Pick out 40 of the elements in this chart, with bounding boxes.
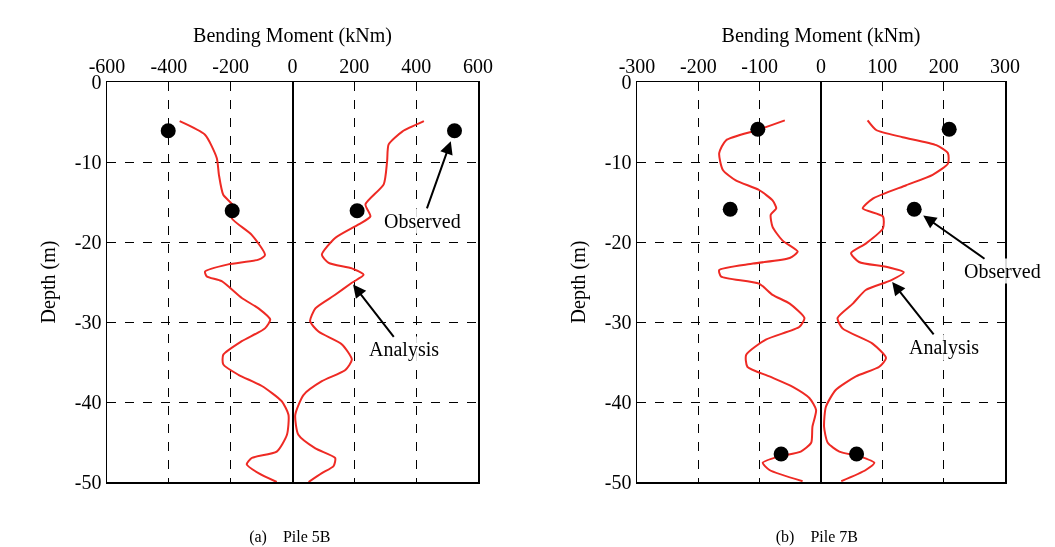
x-tick-label: -200 [212, 54, 250, 77]
line-series [718, 119, 818, 482]
point [773, 446, 789, 462]
annotation: Observed [964, 260, 1041, 282]
x-axis-title: Bending Moment (kNm) [193, 24, 392, 48]
x-tick-label: -400 [150, 54, 188, 77]
text: (a) Pile 5B [249, 527, 331, 546]
x-axis-title: Bending Moment (kNm) [721, 24, 921, 48]
point [849, 446, 865, 462]
text: (b) Pile 7B [775, 527, 858, 546]
y-axis-title: Depth (m) [36, 240, 60, 324]
annotation: Observed [384, 210, 461, 232]
annotation: Analysis [369, 338, 440, 361]
x-tick-label: 400 [401, 54, 432, 77]
line-series [178, 120, 290, 482]
y-tick-label: -20 [604, 231, 632, 253]
y-tick-label: -50 [604, 471, 632, 493]
annotation: Analysis [909, 336, 980, 359]
x-tick-label: -200 [679, 54, 717, 77]
point [906, 201, 922, 217]
x-tick-label: 200 [928, 54, 959, 77]
x-tick-label: 300 [990, 54, 1020, 77]
y-tick-label: -50 [74, 471, 102, 493]
y-tick-label: -30 [604, 311, 632, 333]
x-tick-label: -100 [741, 54, 779, 77]
y-tick-label: -40 [74, 391, 102, 413]
y-axis-title: Depth (m) [566, 240, 590, 324]
x-tick-label: 200 [339, 54, 370, 77]
x-tick-label: 600 [463, 54, 493, 77]
y-tick-label: -10 [74, 151, 102, 173]
point [941, 121, 957, 137]
x-tick-label: 0 [816, 54, 826, 77]
y-tick-label: -10 [604, 151, 632, 173]
y-tick-label: -30 [74, 311, 102, 333]
y-tick-label: -40 [604, 391, 632, 413]
x-tick-label: 100 [867, 54, 898, 77]
point [722, 201, 738, 217]
point [750, 121, 766, 137]
x-tick-label: 0 [287, 54, 298, 77]
y-tick-label: -20 [74, 231, 102, 253]
